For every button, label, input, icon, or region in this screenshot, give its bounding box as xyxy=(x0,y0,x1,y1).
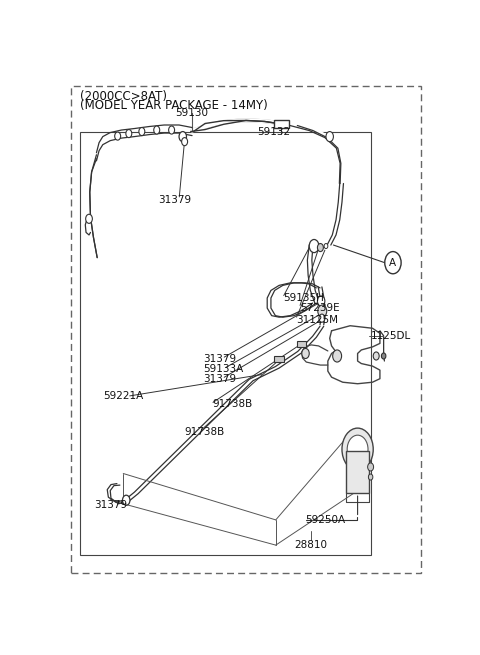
Circle shape xyxy=(317,296,325,306)
Text: 59250A: 59250A xyxy=(305,515,346,525)
Circle shape xyxy=(385,252,401,274)
Circle shape xyxy=(115,132,120,140)
Circle shape xyxy=(326,132,334,141)
Circle shape xyxy=(181,138,188,145)
Circle shape xyxy=(154,126,160,134)
Text: 59133A: 59133A xyxy=(203,364,243,373)
Circle shape xyxy=(382,353,386,359)
Circle shape xyxy=(324,244,328,248)
Circle shape xyxy=(139,128,145,136)
Text: 31379: 31379 xyxy=(203,374,236,384)
Circle shape xyxy=(309,240,319,253)
Text: 59130: 59130 xyxy=(176,108,208,118)
Text: (2000CC>8AT): (2000CC>8AT) xyxy=(81,90,168,103)
Circle shape xyxy=(319,314,325,322)
Text: 59132: 59132 xyxy=(257,126,290,136)
Circle shape xyxy=(318,305,327,317)
Bar xyxy=(275,356,284,362)
Circle shape xyxy=(373,352,379,360)
Text: 91738B: 91738B xyxy=(213,399,253,409)
Text: 31379: 31379 xyxy=(94,500,127,510)
Circle shape xyxy=(368,463,373,471)
Text: 1125DL: 1125DL xyxy=(371,331,411,341)
Text: 59135H: 59135H xyxy=(283,293,324,303)
Circle shape xyxy=(168,126,175,134)
Text: 31379: 31379 xyxy=(203,354,236,364)
Circle shape xyxy=(85,214,92,223)
Circle shape xyxy=(347,435,368,464)
Circle shape xyxy=(302,348,309,358)
Text: A: A xyxy=(389,257,396,268)
Bar xyxy=(274,121,289,128)
Circle shape xyxy=(122,495,130,505)
Bar xyxy=(297,341,306,347)
Text: (MODEL YEAR PACKAGE - 14MY): (MODEL YEAR PACKAGE - 14MY) xyxy=(81,100,268,113)
Circle shape xyxy=(317,244,324,252)
Text: 28810: 28810 xyxy=(295,540,327,550)
Text: 91738B: 91738B xyxy=(185,426,225,437)
Circle shape xyxy=(333,350,342,362)
Bar xyxy=(347,451,369,493)
Circle shape xyxy=(368,474,373,480)
Text: 57239E: 57239E xyxy=(300,303,339,313)
Text: 59221A: 59221A xyxy=(103,391,143,402)
Text: 31125M: 31125M xyxy=(296,314,338,325)
Text: 31379: 31379 xyxy=(158,195,192,204)
Circle shape xyxy=(126,130,132,138)
Circle shape xyxy=(342,428,373,470)
Circle shape xyxy=(179,132,186,141)
